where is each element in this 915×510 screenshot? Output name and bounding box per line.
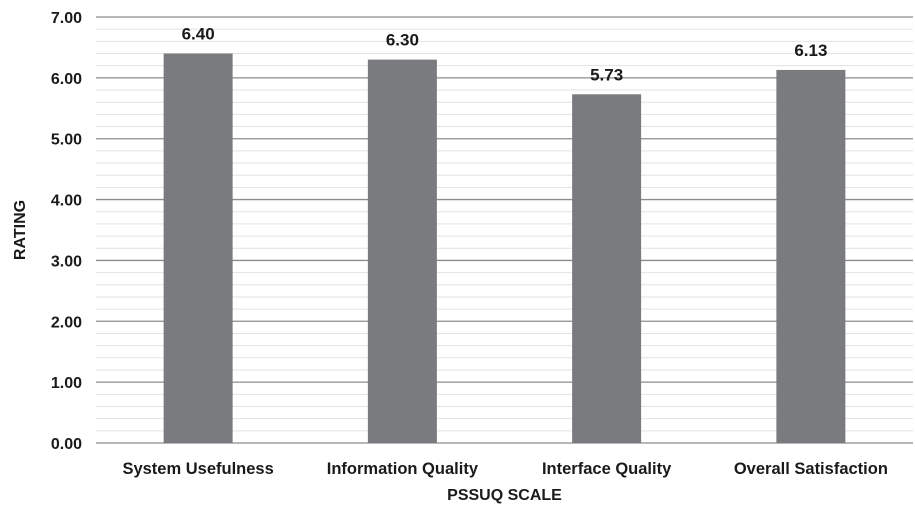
x-category-label: Information Quality xyxy=(327,460,479,478)
bar xyxy=(163,53,233,444)
x-axis-categories: System Usefulness Information Quality Inte… xyxy=(122,460,887,478)
bar xyxy=(572,94,642,443)
bar xyxy=(776,69,846,444)
x-category-label: System Usefulness xyxy=(122,460,273,478)
y-tick-label: 5.00 xyxy=(51,132,82,149)
y-axis-title: RATING xyxy=(12,200,29,260)
y-axis-ticks: 0.00 1.00 2.00 3.00 4.00 5.00 6.00 7.00 xyxy=(51,10,82,453)
y-tick-label: 7.00 xyxy=(51,10,82,27)
data-label: 5.73 xyxy=(590,65,623,84)
bars xyxy=(163,53,846,444)
bar xyxy=(367,59,437,443)
y-tick-label: 4.00 xyxy=(51,193,82,210)
x-category-label: Interface Quality xyxy=(542,460,672,478)
y-tick-label: 3.00 xyxy=(51,253,82,270)
data-label: 6.40 xyxy=(182,25,215,44)
data-labels: 6.40 6.30 5.73 6.13 xyxy=(182,25,828,85)
y-tick-label: 1.00 xyxy=(51,375,82,392)
y-tick-label: 0.00 xyxy=(51,436,82,453)
data-label: 6.13 xyxy=(794,41,827,60)
x-category-label: Overall Satisfaction xyxy=(734,460,888,478)
x-axis-title: PSSUQ SCALE xyxy=(447,487,562,504)
data-label: 6.30 xyxy=(386,31,419,50)
y-tick-label: 6.00 xyxy=(51,71,82,88)
y-tick-label: 2.00 xyxy=(51,314,82,331)
